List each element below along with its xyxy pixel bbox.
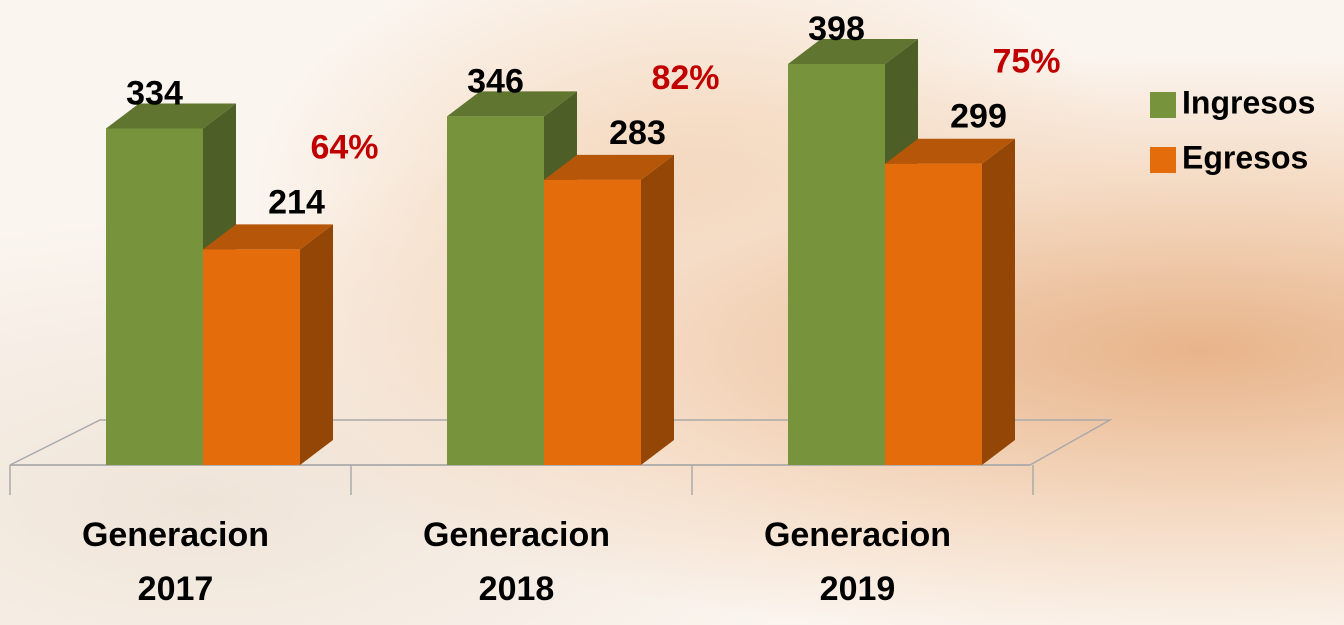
bar — [544, 155, 674, 465]
value-label: 346 — [467, 62, 524, 100]
x-tick-label: Generacion 2018 — [397, 508, 637, 616]
bar-face — [885, 164, 982, 465]
value-label: 214 — [268, 183, 325, 221]
x-tick-label: Generacion 2017 — [56, 508, 296, 616]
value-label: 299 — [950, 98, 1007, 136]
legend-swatch — [1150, 147, 1176, 173]
bar-face — [982, 139, 1015, 465]
bar — [203, 224, 333, 465]
bar — [885, 139, 1015, 465]
bar-face — [300, 224, 333, 465]
bar-face — [203, 249, 300, 465]
value-label: 398 — [808, 10, 865, 48]
bar-face — [106, 128, 203, 465]
legend-label: Egresos — [1182, 139, 1308, 175]
chart: 334 214 64% 346 283 82% 398 299 75% Ingresos Egres… — [0, 0, 1344, 625]
bar-face — [544, 180, 641, 465]
value-label: 334 — [126, 74, 183, 112]
annotation: 64% — [310, 128, 378, 166]
bar-face — [641, 155, 674, 465]
value-label: 283 — [609, 114, 666, 152]
annotation: 82% — [651, 59, 719, 97]
bar-face — [447, 116, 544, 465]
bar-face — [788, 64, 885, 465]
annotation: 75% — [992, 43, 1060, 81]
legend-label: Ingresos — [1182, 84, 1315, 120]
x-tick-label: Generacion 2019 — [738, 508, 978, 616]
legend-swatch — [1150, 92, 1176, 118]
